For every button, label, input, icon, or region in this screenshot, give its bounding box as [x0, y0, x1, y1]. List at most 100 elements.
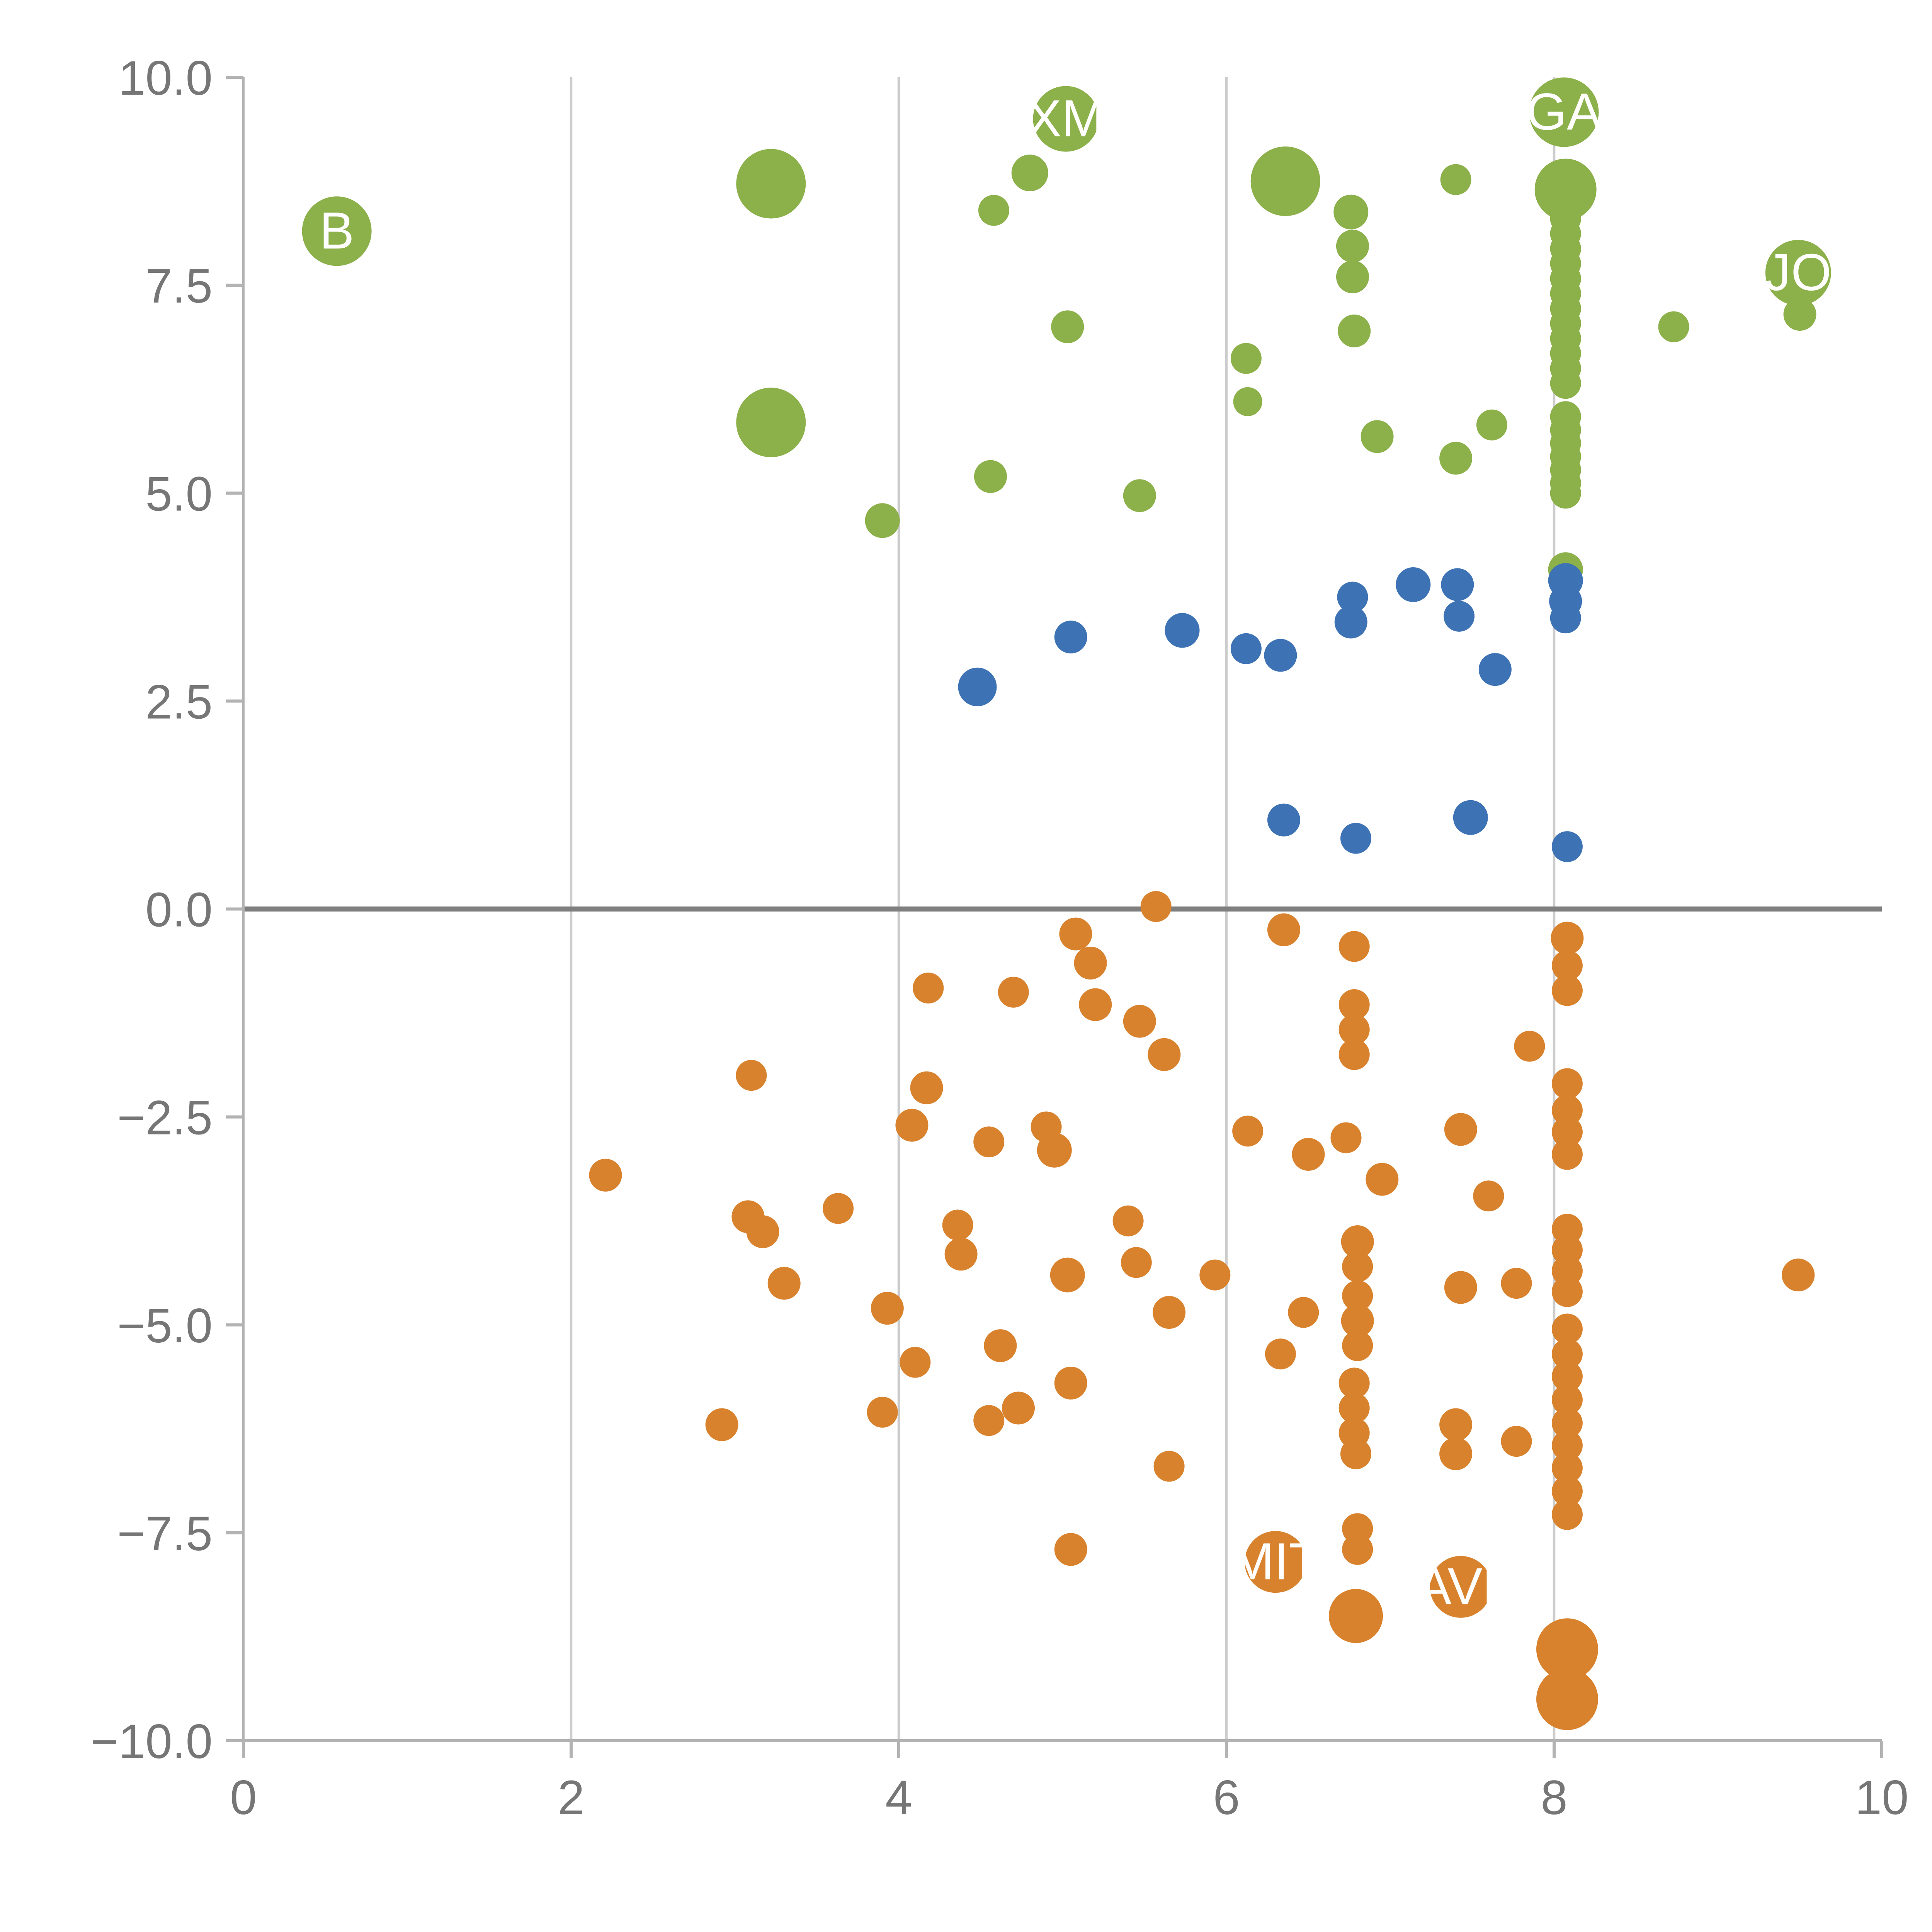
- data-point: [1501, 1426, 1532, 1457]
- data-point: [1551, 922, 1584, 955]
- series-orange: [589, 891, 1815, 1730]
- data-point: [1551, 1313, 1583, 1345]
- data-point: [1430, 1556, 1492, 1618]
- data-point: [1439, 1408, 1473, 1441]
- data-point: [1342, 1251, 1373, 1282]
- data-point: [1330, 1122, 1362, 1153]
- data-point: [1165, 613, 1200, 648]
- data-point: [1341, 1304, 1374, 1337]
- bubble-labels: B XM GA JO MIT WAVES: [320, 82, 1832, 1615]
- data-point: [1551, 831, 1583, 862]
- bubble-label: MIT: [1231, 1532, 1320, 1590]
- data-point: [1444, 1271, 1477, 1304]
- data-point: [1439, 442, 1473, 475]
- data-point: [1140, 891, 1172, 922]
- x-tick-label: 4: [885, 1771, 912, 1825]
- series-green: [302, 77, 1831, 587]
- data-point: [746, 1215, 779, 1248]
- data-point: [1153, 1451, 1185, 1482]
- data-point: [1338, 1014, 1370, 1045]
- data-point: [958, 667, 997, 706]
- data-point: [1529, 77, 1599, 147]
- data-point: [900, 1347, 931, 1378]
- data-point: [1074, 946, 1107, 980]
- data-point: [1337, 582, 1368, 613]
- bubble-label: GA: [1526, 82, 1602, 141]
- data-point: [895, 1109, 929, 1142]
- data-point: [1361, 420, 1394, 453]
- x-tick-label: 6: [1213, 1771, 1240, 1825]
- data-point: [1230, 343, 1262, 374]
- data-point: [1340, 1438, 1371, 1469]
- data-point: [1230, 633, 1262, 664]
- data-point: [973, 1405, 1005, 1436]
- data-point: [1501, 1268, 1532, 1299]
- data-point: [705, 1408, 738, 1441]
- data-point: [998, 976, 1029, 1008]
- data-point: [1340, 823, 1371, 854]
- data-point: [589, 1158, 622, 1192]
- data-point: [1439, 1437, 1473, 1470]
- data-point: [1551, 1476, 1583, 1507]
- data-point: [1444, 1113, 1477, 1146]
- data-point: [1551, 1095, 1583, 1126]
- data-point: [736, 1060, 767, 1091]
- data-point: [1550, 602, 1581, 634]
- data-point: [1783, 298, 1816, 331]
- data-point: [302, 196, 372, 266]
- data-point: [1333, 194, 1369, 230]
- data-point: [1328, 1589, 1383, 1643]
- data-point: [1441, 568, 1474, 601]
- data-point: [1658, 311, 1689, 342]
- data-point: [1478, 653, 1512, 686]
- data-point: [1336, 260, 1369, 294]
- data-point: [1550, 478, 1581, 509]
- data-point: [1245, 1531, 1307, 1593]
- data-point: [1551, 1068, 1583, 1099]
- data-point: [1153, 1296, 1186, 1329]
- x-axis: 0 2 4 6 8 10: [230, 1739, 1909, 1825]
- data-point: [1051, 310, 1084, 344]
- data-point: [1342, 1330, 1373, 1361]
- data-point: [1054, 621, 1087, 654]
- data-point: [942, 1209, 973, 1241]
- y-tick-label: −5.0: [117, 1299, 213, 1353]
- data-point: [1338, 1367, 1370, 1399]
- data-point: [1551, 1338, 1583, 1370]
- data-point: [871, 1292, 904, 1325]
- data-point: [1250, 146, 1320, 216]
- y-tick-label: 7.5: [145, 259, 213, 313]
- data-point: [736, 388, 806, 457]
- data-point: [1334, 605, 1367, 639]
- data-point: [1536, 1618, 1598, 1680]
- data-point: [1342, 1534, 1373, 1565]
- data-point: [1396, 567, 1431, 602]
- bubble-label: JO: [1765, 243, 1832, 301]
- data-point: [1054, 1533, 1087, 1566]
- x-tick-label: 10: [1855, 1771, 1908, 1825]
- data-point: [1265, 1338, 1296, 1370]
- data-point: [767, 1267, 801, 1300]
- bubble-label: XM: [1027, 89, 1105, 148]
- x-tick-label: 0: [230, 1771, 257, 1825]
- data-point: [1536, 1668, 1598, 1730]
- data-point: [1292, 1138, 1325, 1171]
- data-point: [1338, 989, 1370, 1020]
- data-point: [736, 149, 806, 219]
- x-tick-label: 8: [1541, 1771, 1568, 1825]
- data-point: [1514, 1031, 1545, 1062]
- data-point: [1551, 1361, 1583, 1392]
- data-point: [1121, 1247, 1152, 1278]
- data-point: [1148, 1038, 1181, 1071]
- data-point: [1002, 1391, 1035, 1425]
- bubble-label: WAVES: [1369, 1557, 1552, 1616]
- y-tick-label: −2.5: [117, 1091, 213, 1145]
- y-tick-label: 5.0: [145, 467, 213, 521]
- data-point: [1551, 1276, 1583, 1307]
- data-point: [1444, 600, 1475, 632]
- bubble-label: B: [320, 201, 354, 260]
- data-point: [944, 1238, 978, 1271]
- data-point: [1551, 1407, 1583, 1439]
- data-point: [1338, 931, 1370, 962]
